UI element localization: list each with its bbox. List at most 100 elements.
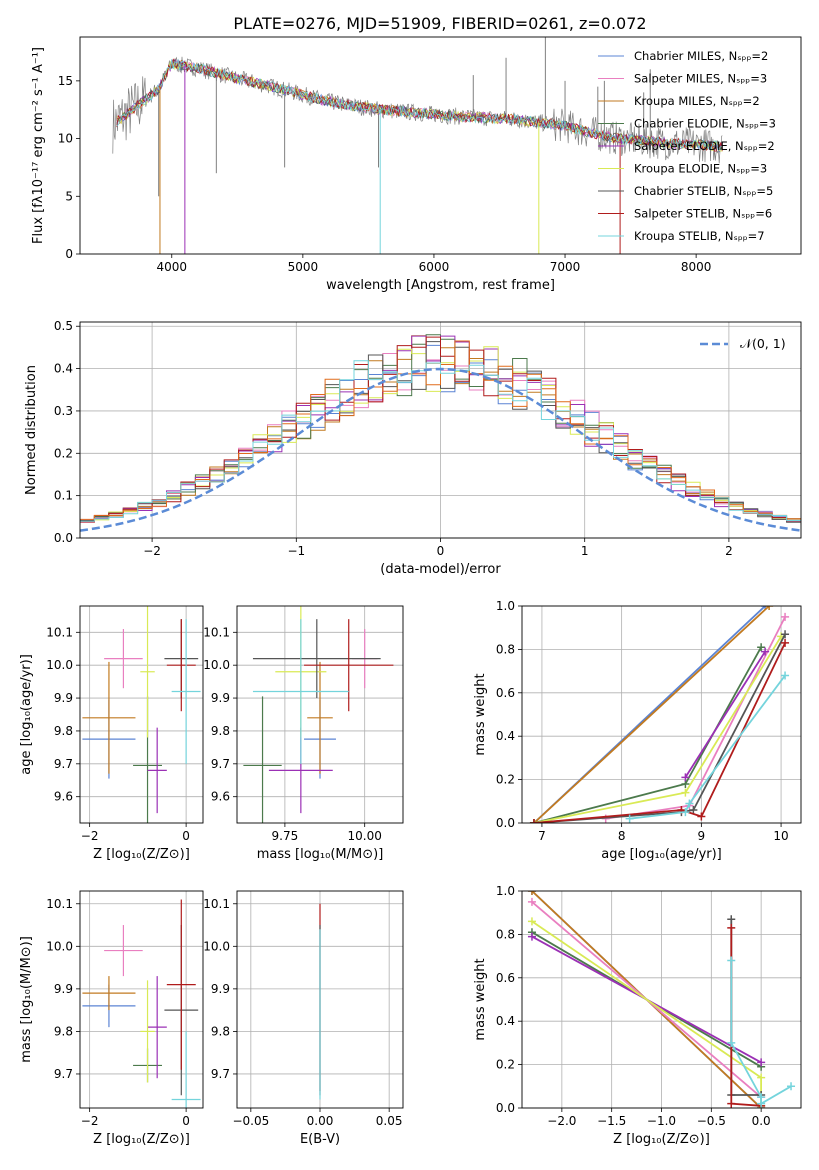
weight-marker-chabrier_stelib [781,630,790,639]
x-tick-label: 10.00 [348,829,382,843]
axes-frame [79,321,802,539]
y-tick-label: 9.7 [211,1067,230,1081]
legend-label-kroupa_elodie: Kroupa ELODIE, Nₛₚₚ=3 [634,162,767,176]
y-tick-label: 10.0 [203,658,230,672]
y-tick-label: 10.1 [46,625,73,639]
x-axis-label: mass [log₁₀(M/M⊙)] [257,847,384,862]
x-tick-label: −1.5 [597,1114,626,1128]
weight-marker-kroupa_stelib [625,814,634,823]
y-tick-label: 9.9 [211,691,230,705]
weight-marker-kroupa_stelib [787,1082,796,1091]
axes-mass_vs_ebv: −0.05 0.00 0.05 9.7 9.8 9.9 10.0 10.1 E(B-V) [203,890,404,1147]
weight-marker-kroupa_stelib [781,671,790,680]
y-tick-label: 10.1 [203,897,230,911]
y-tick-label: 0.4 [496,729,515,743]
y-tick-label: 9.9 [54,691,73,705]
weight-marker-kroupa_stelib [757,1099,766,1108]
weight-marker-chabrier_elodie [757,643,766,652]
x-axis-label: Z [log₁₀(Z/Z⊙)] [613,1132,710,1147]
x-tick-label: 1 [581,544,589,558]
axes-mass_vs_Z: −2 0 9.7 9.8 9.9 10.0 10.1 Z [log₁₀(Z/Z⊙)] mass … [19,890,204,1147]
axes-age_vs_mass: 9.75 10.00 9.6 9.7 9.8 9.9 10.0 10.1 mass [log₁₀… [203,605,404,862]
y-tick-label: 0.6 [496,686,515,700]
y-tick-label: 0.0 [496,1101,515,1115]
weight-marker-salpeter_elodie [761,647,770,656]
y-tick-label: 9.6 [54,790,73,804]
weight-marker-kroupa_miles [765,606,774,610]
x-tick-label: 0 [182,1114,190,1128]
y-axis-label: Flux [fλ10⁻¹⁷ erg cm⁻² s⁻¹ A⁻¹] [31,47,46,244]
axes-spectrum: 4000 5000 6000 7000 8000 0 5 10 15 wavelength [An… [31,36,802,293]
x-tick-label: −1 [287,544,305,558]
y-tick-label: 9.8 [54,1024,73,1038]
y-tick-label: 0.0 [54,531,73,545]
y-tick-label: 0.2 [496,1058,515,1072]
legend-label-kroupa_miles: Kroupa MILES, Nₛₚₚ=2 [634,94,760,108]
x-tick-label: 0 [437,544,445,558]
y-tick-label: 9.6 [211,790,230,804]
axes-frame [236,605,404,824]
y-tick-label: 0.4 [496,1014,515,1028]
weight-marker-kroupa_elodie [527,917,536,926]
legend-label-normal: 𝒩(0, 1) [740,336,786,351]
x-tick-label: −0.05 [232,1114,269,1128]
y-tick-label: 15 [58,74,73,88]
spectrum-model-kroupa_stelib [116,58,723,151]
weight-line-salpeter_stelib [533,642,786,823]
legend-label-salpeter_stelib: Salpeter STELIB, Nₛₚₚ=6 [634,207,772,221]
legend: Chabrier MILES, Nₛₚₚ=2 Salpeter MILES, Nₛ… [598,49,776,243]
weight-marker-kroupa_stelib [685,799,694,808]
x-tick-label: −2.0 [547,1114,576,1128]
plot-area [82,899,201,1108]
x-tick-label: −2 [81,1114,99,1128]
x-tick-label: 5000 [288,260,319,274]
x-tick-label: −2 [143,544,161,558]
y-axis-label: mass [log₁₀(M/M⊙)] [19,936,34,1063]
weight-marker-salpeter_elodie [681,773,690,782]
axes-residuals: −2 −1 0 1 2 0.0 0.1 0.2 0.3 0.4 0.5 (data-model)/er… [24,319,802,577]
weight-marker-salpeter_stelib [781,638,790,647]
axes-weight_vs_Z: −2.0 −1.5 −1.0 −0.5 0.0 0.0 0.2 0.4 0.6 0.8 1.0 Z [… [473,884,802,1147]
y-tick-label: 0.1 [54,489,73,503]
x-tick-label: −0.5 [697,1114,726,1128]
y-tick-label: 0 [65,247,73,261]
normal-curve [80,367,801,532]
legend-label-salpeter_elodie: Salpeter ELODIE, Nₛₚₚ=2 [634,139,775,153]
axes-frame [521,605,802,824]
x-tick-label: 8000 [681,260,712,274]
x-axis-label: wavelength [Angstrom, rest frame] [326,278,555,293]
x-tick-label: 0.00 [307,1114,334,1128]
y-tick-label: 9.8 [211,724,230,738]
weight-marker-salpeter_elodie [527,932,536,941]
weight-marker-salpeter_stelib [727,1099,736,1108]
y-tick-label: 10.0 [46,939,73,953]
x-axis-label: age [log₁₀(age/yr)] [601,847,722,862]
weight-line-chabrier_stelib [533,633,786,823]
x-tick-label: −1.0 [647,1114,676,1128]
y-tick-label: 0.8 [496,927,515,941]
y-tick-label: 9.9 [54,982,73,996]
y-tick-label: 1.0 [496,884,515,898]
weight-marker-salpeter_stelib [529,819,538,823]
axes-frame [79,605,204,824]
axes-frame [521,890,802,1109]
y-tick-label: 10.0 [203,939,230,953]
weight-marker-kroupa_elodie [681,788,690,797]
y-axis-label: age [log₁₀(age/yr)] [19,654,34,775]
plot-area [112,37,723,254]
weight-marker-kroupa_stelib [681,808,690,817]
weight-marker-salpeter_elodie [757,1058,766,1067]
y-tick-label: 10.0 [46,658,73,672]
y-tick-label: 0.5 [54,319,73,333]
grid-lines [80,606,203,823]
x-tick-label: 6000 [419,260,450,274]
weight-marker-kroupa_stelib [727,1038,736,1047]
y-tick-label: 9.8 [54,724,73,738]
y-tick-label: 9.7 [54,757,73,771]
legend-label-kroupa_stelib: Kroupa STELIB, Nₛₚₚ=7 [634,229,765,243]
y-tick-label: 5 [65,189,73,203]
y-tick-label: 0.2 [496,773,515,787]
weight-line-kroupa_elodie [531,920,762,1106]
x-tick-label: 7000 [550,260,581,274]
